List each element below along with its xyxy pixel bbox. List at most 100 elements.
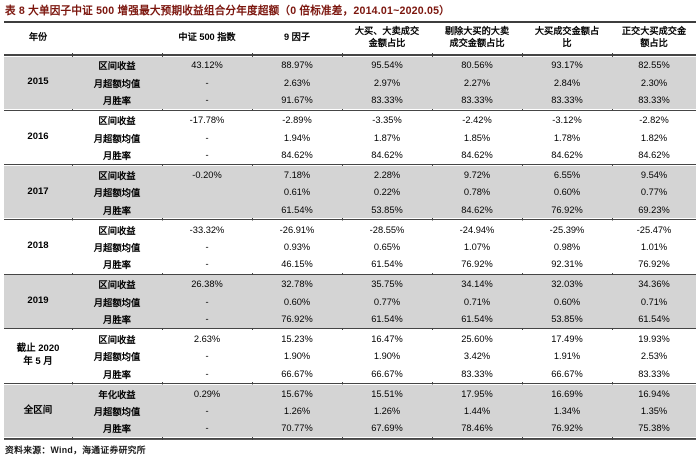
value-cell: 1.01% — [640, 241, 668, 252]
year-group: 截止 2020 年 5 月 区间收益 2.63% 15.23% 16.47% 25.60%… — [4, 330, 696, 382]
value-cell: -3.12% — [552, 115, 582, 126]
group-rule — [4, 382, 696, 385]
value-cell: - — [205, 313, 209, 324]
value-cell: 0.65% — [373, 241, 401, 252]
value-cell: 0.60% — [553, 296, 581, 307]
value-cell: 16.94% — [638, 388, 670, 399]
value-cell: 66.67% — [371, 368, 403, 379]
table-row: 区间收益 43.12% 88.97% 95.54% 80.56% 93.17% 82.55% — [72, 57, 696, 74]
value-cell: 0.71% — [640, 296, 668, 307]
row-label: 月胜率 — [103, 260, 131, 271]
value-cell: 69.23% — [638, 204, 670, 215]
value-cell: 92.31% — [551, 259, 583, 270]
value-cell: - — [205, 95, 209, 106]
year-group: 2016 区间收益 -17.78% -2.89% -3.35% -2.42% -3.12% -… — [4, 111, 696, 163]
value-cell: - — [205, 241, 209, 252]
value-cell: 32.03% — [551, 279, 583, 290]
year-group: 2019 区间收益 26.38% 32.78% 35.75% 34.14% 32.03% 34… — [4, 275, 696, 328]
table-row: 月胜率 - 84.62% 84.62% 84.62% 84.62% 84.62% — [72, 146, 696, 163]
table-row: 年化收益 0.29% 15.67% 15.51% 17.95% 16.69% 16.94% — [72, 385, 696, 402]
column-header-bigbuy-sell-ratio: 大买、大卖成交 金额占比 — [354, 25, 420, 48]
row-label: 区间收益 — [98, 280, 136, 291]
row-label: 月超额均值 — [93, 188, 141, 199]
row-label: 区间收益 — [98, 116, 136, 127]
value-cell: 2.84% — [553, 77, 581, 88]
value-cell: 76.92% — [281, 313, 313, 324]
value-cell: 26.38% — [191, 279, 223, 290]
value-cell: 6.55% — [553, 169, 581, 180]
value-cell: 0.78% — [463, 187, 491, 198]
value-cell: - — [205, 132, 209, 143]
table-row: 月胜率 - 91.67% 83.33% 83.33% 83.33% 83.33% — [72, 92, 696, 109]
value-cell: - — [205, 149, 209, 160]
value-cell: 83.33% — [551, 95, 583, 106]
year-group: 2018 区间收益 -33.32% -26.91% -28.55% -24.94% -25.… — [4, 221, 696, 273]
value-cell: 46.15% — [281, 259, 313, 270]
column-header-ortho-bigbuy-ratio: 正交大买成交金 额占比 — [621, 25, 687, 48]
value-cell: -2.89% — [282, 115, 312, 126]
table-row: 月超额均值 - 1.90% 1.90% 3.42% 1.91% 2.53% — [72, 348, 696, 365]
value-cell: - — [205, 259, 209, 270]
value-cell: 91.67% — [281, 95, 313, 106]
table-row: 月超额均值 - 0.60% 0.77% 0.71% 0.60% 0.71% — [72, 293, 696, 310]
table-row: 月超额均值 - 0.93% 0.65% 1.07% 0.98% 1.01% — [72, 238, 696, 255]
value-cell: 80.56% — [461, 60, 493, 71]
row-label: 区间收益 — [98, 170, 136, 181]
value-cell: 0.71% — [463, 296, 491, 307]
value-cell: 0.93% — [283, 241, 311, 252]
value-cell: 0.61% — [283, 187, 311, 198]
value-cell: 35.75% — [371, 279, 403, 290]
year-cell: 2019 — [27, 295, 49, 307]
value-cell: - — [205, 296, 209, 307]
table-row: 月胜率 - 76.92% 61.54% 61.54% 53.85% 61.54% — [72, 310, 696, 327]
table-title: 表 8 大单因子中证 500 增强最大预期收益组合分年度超额（0 倍标准差，20… — [5, 5, 450, 17]
value-cell: 70.77% — [281, 423, 313, 434]
value-cell: 1.90% — [373, 351, 401, 362]
value-cell: - — [205, 423, 209, 434]
row-label: 月超额均值 — [93, 352, 141, 363]
value-cell: 0.98% — [553, 241, 581, 252]
value-cell: 7.18% — [283, 169, 311, 180]
value-cell: 66.67% — [281, 368, 313, 379]
value-cell: 1.07% — [463, 241, 491, 252]
value-cell: 2.63% — [193, 333, 221, 344]
value-cell: -2.82% — [639, 115, 669, 126]
value-cell: 43.12% — [191, 60, 223, 71]
value-cell: -17.78% — [189, 115, 225, 126]
value-cell: 15.23% — [281, 333, 313, 344]
row-label: 月胜率 — [103, 205, 131, 216]
group-rule — [4, 163, 696, 167]
table-row: 区间收益 -0.20% 7.18% 2.28% 9.72% 6.55% 9.54% — [72, 166, 696, 183]
value-cell: 83.33% — [461, 95, 493, 106]
table-row: 月胜率 - 46.15% 61.54% 76.92% 92.31% 76.92% — [72, 256, 696, 273]
value-cell: -33.32% — [189, 224, 225, 235]
value-cell: 75.38% — [638, 423, 670, 434]
value-cell: 84.62% — [461, 149, 493, 160]
value-cell: 0.60% — [283, 296, 311, 307]
year-cell: 2017 — [27, 185, 49, 197]
value-cell: - — [205, 405, 209, 416]
value-cell: 76.92% — [638, 259, 670, 270]
year-cell: 2016 — [27, 131, 49, 143]
row-label: 月胜率 — [103, 314, 131, 325]
value-cell: 1.82% — [640, 132, 668, 143]
value-cell: 83.33% — [638, 95, 670, 106]
value-cell: 32.78% — [281, 279, 313, 290]
column-header-bigbuy-ratio: 大买成交金额占 比 — [534, 25, 600, 48]
value-cell: 1.26% — [373, 405, 401, 416]
table-row: 月超额均值 - 1.26% 1.26% 1.44% 1.34% 1.35% — [72, 402, 696, 419]
value-cell: 1.94% — [283, 132, 311, 143]
value-cell: 2.63% — [283, 77, 311, 88]
group-rule — [4, 327, 696, 331]
value-cell: 2.53% — [640, 351, 668, 362]
column-header-year: 年份 — [28, 31, 48, 42]
year-group: 2015 区间收益 43.12% 88.97% 95.54% 80.56% 93.17% 82… — [4, 56, 696, 109]
value-cell: 1.78% — [553, 132, 581, 143]
value-cell: 61.54% — [461, 313, 493, 324]
row-label: 区间收益 — [98, 61, 136, 72]
table-row: 区间收益 26.38% 32.78% 35.75% 34.14% 32.03% 34.36% — [72, 275, 696, 292]
row-label: 月超额均值 — [93, 242, 141, 253]
group-rule — [4, 108, 696, 112]
table-row: 月超额均值 0.61% 0.22% 0.78% 0.60% 0.77% — [72, 184, 696, 201]
table-row: 月超额均值 - 1.94% 1.87% 1.85% 1.78% 1.82% — [72, 129, 696, 146]
